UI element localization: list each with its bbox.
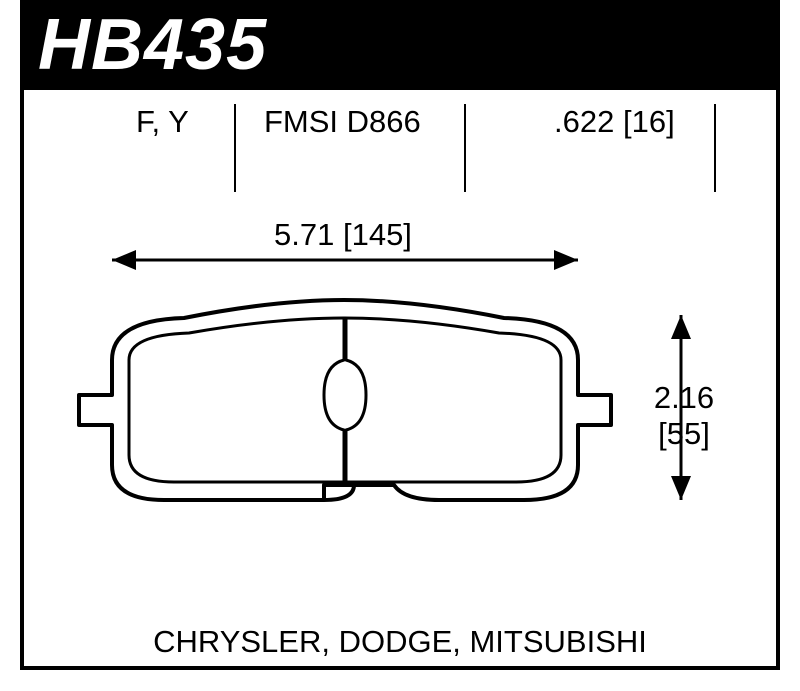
spec-thickness-in: .622 [554, 104, 614, 139]
separator-3 [714, 104, 716, 192]
vehicle-makes: CHRYSLER, DODGE, MITSUBISHI [24, 624, 776, 660]
brake-pad-shape [79, 300, 611, 500]
brake-pad-diagram [24, 200, 776, 620]
diagram-body: F, Y FMSI D866 .622 [16] 5.71 [145] 2.16… [20, 90, 780, 670]
product-diagram-card: HB435 F, Y FMSI D866 .622 [16] 5.71 [145… [20, 0, 780, 691]
spec-thickness-mm: [16] [623, 104, 675, 139]
width-dimension-line [112, 250, 578, 270]
part-number: HB435 [38, 4, 267, 86]
spec-row: F, Y FMSI D866 .622 [16] [24, 90, 776, 200]
separator-2 [464, 104, 466, 192]
spec-fmsi: FMSI D866 [264, 104, 421, 140]
height-dimension-line [671, 315, 691, 500]
separator-1 [234, 104, 236, 192]
header-bar: HB435 [20, 0, 780, 90]
spec-thickness: .622 [16] [554, 104, 675, 140]
spec-compounds: F, Y [136, 104, 189, 140]
